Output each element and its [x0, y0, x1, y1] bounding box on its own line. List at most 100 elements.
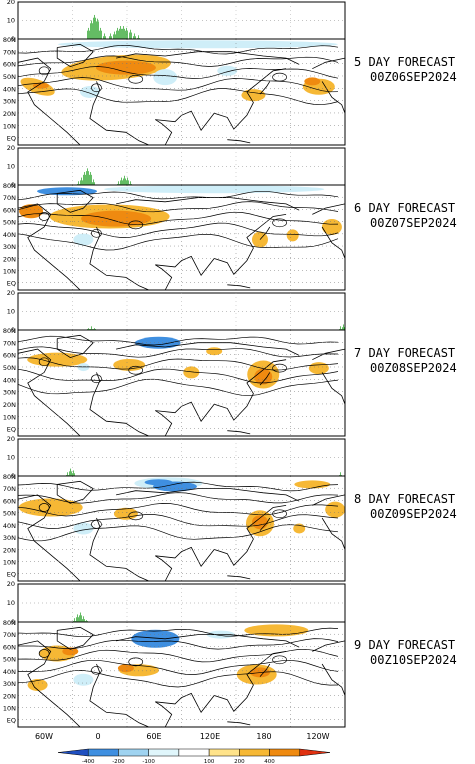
anomaly-shading — [147, 631, 176, 642]
coastline — [56, 626, 94, 650]
forecast-date-label: 00Z06SEP2024 — [370, 70, 457, 84]
coastline — [18, 57, 81, 145]
height-contour — [38, 649, 50, 658]
map-frame — [17, 475, 346, 582]
histogram-bar — [133, 36, 134, 39]
latitude-label: 70N — [3, 194, 16, 202]
coastline — [321, 517, 345, 550]
colorbar-segment — [118, 748, 149, 757]
latitude-label: 80N — [3, 327, 16, 335]
height-contour — [18, 211, 339, 226]
coastline — [259, 372, 271, 386]
height-contour — [38, 503, 50, 512]
latitude-label: 20N — [3, 546, 16, 554]
histogram-bar — [83, 616, 84, 622]
histogram-frame — [17, 438, 346, 477]
colorbar-label: 100 — [204, 759, 215, 764]
histogram-bar — [115, 34, 116, 39]
histogram-bar — [111, 36, 112, 39]
height-contour — [18, 659, 339, 675]
height-contour — [128, 74, 144, 84]
latitude-label: 80N — [3, 36, 16, 44]
histogram-bar — [130, 29, 131, 39]
histogram-bar — [92, 182, 93, 185]
histogram-bar — [126, 180, 127, 185]
longitude-label: 180 — [256, 732, 271, 741]
anomaly-shading — [308, 362, 329, 375]
histogram-bar — [94, 14, 95, 39]
latitude-label: 70N — [3, 485, 16, 493]
colorbar-label: 200 — [234, 759, 245, 764]
coastline — [56, 480, 94, 504]
histogram-tick-label: 0 — [11, 35, 15, 43]
map-frame — [17, 621, 346, 728]
histogram-bar — [118, 181, 119, 185]
histogram-bar — [128, 180, 129, 185]
histogram-tick-label: 10 — [7, 454, 15, 462]
histogram-bar — [117, 27, 118, 39]
latitude-label: 70N — [3, 48, 16, 56]
histogram-bar — [76, 617, 77, 622]
histogram-bar — [71, 471, 72, 476]
histogram: 20 10 0 — [7, 580, 346, 626]
histogram-tick-label: 20 — [7, 0, 15, 6]
histogram-bar — [93, 179, 94, 185]
height-contour — [18, 222, 339, 238]
latitude-label: 40N — [3, 376, 16, 384]
coastline — [155, 555, 173, 581]
histogram-bar — [73, 470, 74, 476]
coastline — [321, 81, 345, 114]
coastline — [116, 197, 300, 211]
height-contour — [18, 481, 339, 492]
latitude-label: EQ — [7, 280, 16, 288]
height-contour — [18, 378, 339, 397]
latitude-label: 40N — [3, 231, 16, 239]
coastline — [312, 494, 345, 506]
latitude-label: 10N — [3, 558, 16, 566]
histogram-bar — [88, 27, 89, 39]
colorbar-segment — [269, 748, 301, 757]
coastline — [155, 505, 287, 568]
colorbar-label: -400 — [82, 759, 95, 764]
histogram-bar — [84, 172, 85, 185]
coastline — [18, 640, 81, 727]
anomaly-shading — [27, 352, 88, 367]
histogram-bar — [120, 26, 121, 39]
latitude-label: 60N — [3, 352, 16, 360]
coastline — [155, 119, 173, 145]
height-contour — [18, 190, 339, 201]
histogram-tick-label: 10 — [7, 599, 15, 607]
histogram: 20 10 0 — [7, 144, 346, 189]
colorbar-label: -200 — [112, 759, 125, 764]
latitude-label: 40N — [3, 668, 16, 676]
histogram-bar — [67, 472, 68, 476]
latitude-label: 50N — [3, 656, 16, 664]
latitude-label: 20N — [3, 255, 16, 263]
histogram-bar — [113, 34, 114, 39]
latitude-label: 30N — [3, 534, 16, 542]
histogram-bar — [85, 174, 86, 185]
histogram-bar — [124, 28, 125, 39]
anomaly-map: 80N 70N 60N 50N 40N 30N 20N 10N EQ — [3, 473, 346, 582]
latitude-label: EQ — [7, 571, 16, 579]
histogram-bar — [116, 30, 117, 39]
forecast-day-label: 9 DAY FORECAST — [354, 638, 455, 652]
histogram-bar — [114, 31, 115, 39]
anomaly-shading — [117, 664, 134, 673]
latitude-label: 70N — [3, 631, 16, 639]
histogram-tick-label: 0 — [11, 181, 15, 189]
histogram-tick-label: 20 — [7, 580, 15, 588]
histogram-bar — [91, 326, 92, 330]
coastline — [227, 430, 251, 435]
histogram-bar — [122, 180, 123, 185]
histogram-bar — [127, 177, 128, 185]
coastline — [312, 203, 345, 215]
latitude-label: 20N — [3, 401, 16, 409]
latitude-label: 60N — [3, 497, 16, 505]
latitude-label: 50N — [3, 73, 16, 81]
anomaly-shading — [32, 82, 49, 89]
histogram-bar — [110, 33, 111, 39]
